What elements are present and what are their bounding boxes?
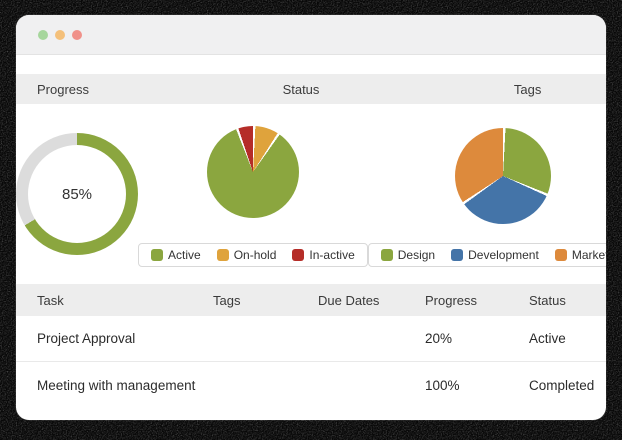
traffic-light-green-button[interactable] [38,29,48,40]
legend-label: Active [168,248,201,262]
traffic-light-red-button[interactable] [72,29,82,40]
on-hold-color-swatch [216,249,229,261]
legend-item-development: Development [451,248,539,262]
table-row[interactable]: Project Approval 20% Active [16,316,606,362]
design-color-swatch [380,249,393,261]
table-row[interactable]: Meeting with management 100% Completed [16,362,606,408]
tags-chart-cell: Design Development Marketing [367,104,606,284]
column-header-status: Status [529,292,566,308]
progress-chart-cell: 85% [16,104,138,284]
tags-section-title: Tags [513,81,542,97]
legend-item-active: Active [151,248,201,262]
task-table-header: Task Tags Due Dates Progress Status [16,284,606,316]
window-titlebar [16,15,606,55]
column-header-progress: Progress [425,292,478,308]
status-section-title: Status [282,81,320,97]
task-cell: Project Approval [37,331,136,346]
in-active-color-swatch [292,249,305,261]
tags-legend: Design Development Marketing [367,243,606,267]
status-legend: Active On-hold In-active [138,243,368,267]
progress-cell: 20% [425,331,453,346]
progress-percent-label: 85% [61,185,93,203]
task-cell: Meeting with management [37,377,196,393]
column-header-tags: Tags [213,292,241,308]
marketing-color-swatch [554,249,567,261]
progress-section-title: Progress [37,81,90,97]
column-header-due-dates: Due Dates [318,292,380,308]
charts-section-header: Progress Status Tags [16,74,606,104]
status-chart-cell: Active On-hold In-active [138,104,368,284]
progress-donut-hole: 85% [28,145,126,243]
legend-label: Marketing [571,248,606,262]
legend-label: Development [468,248,539,262]
charts-row: 85% Active On-hold In-active [16,104,606,284]
legend-label: In-active [309,248,355,262]
active-color-swatch [151,249,163,261]
progress-cell: 100% [425,377,460,393]
legend-item-on-hold: On-hold [216,248,277,262]
development-color-swatch [451,249,464,261]
legend-label: On-hold [233,248,277,262]
app-window: Progress Status Tags 85% Active On-hold [16,15,606,420]
legend-label: Design [397,248,436,262]
legend-item-in-active: In-active [292,248,355,262]
column-header-task: Task [37,292,64,308]
legend-item-design: Design [380,248,436,262]
tags-pie-chart [454,128,551,224]
legend-item-marketing: Marketing [554,248,606,262]
status-pie-chart [206,126,299,218]
status-cell: Completed [529,377,595,393]
status-cell: Active [529,331,566,346]
traffic-light-yellow-button[interactable] [55,29,65,40]
progress-donut-ring: 85% [16,133,138,255]
